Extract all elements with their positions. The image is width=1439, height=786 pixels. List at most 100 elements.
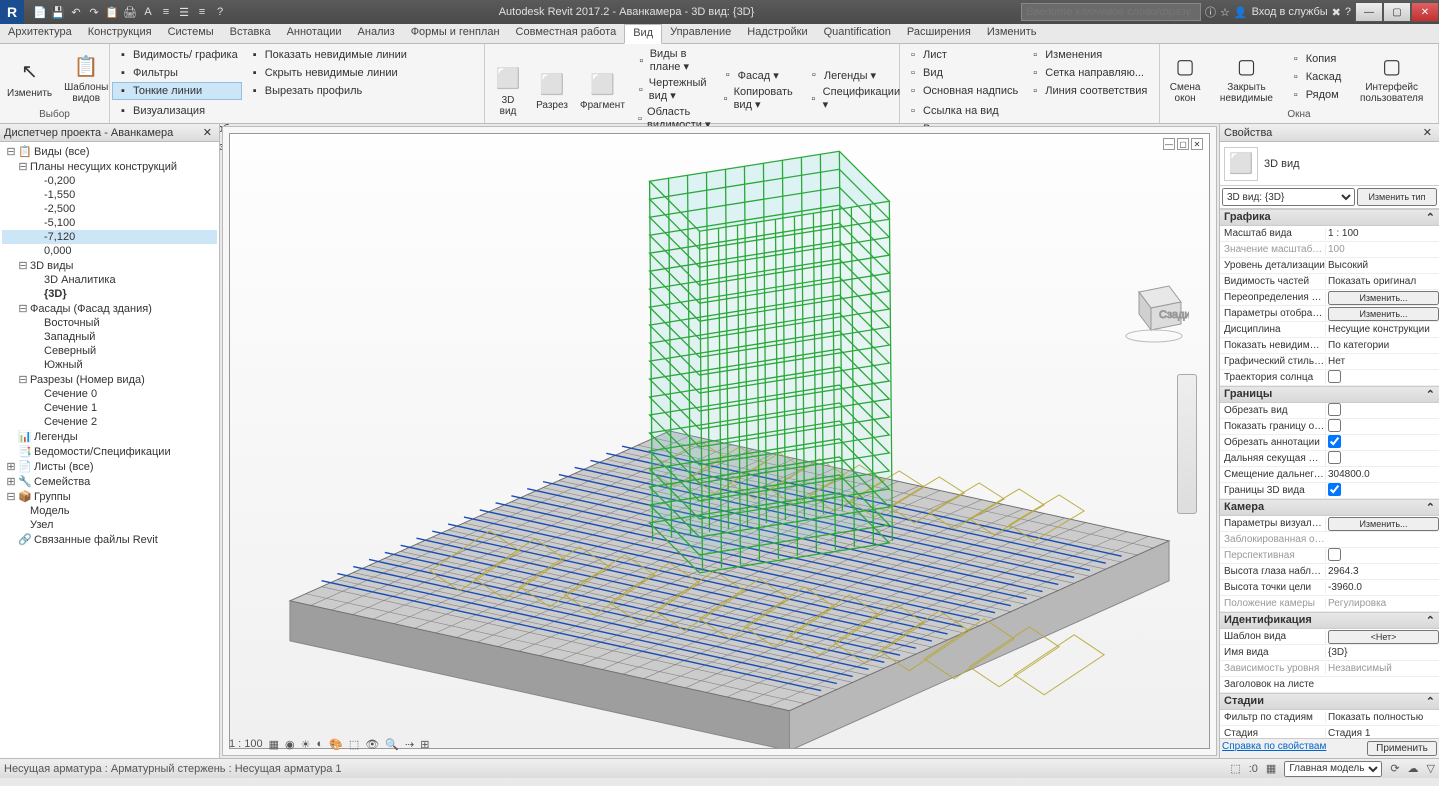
- qat-button[interactable]: ☰: [176, 4, 192, 20]
- ribbon-item[interactable]: ▫Каскад: [1285, 68, 1346, 86]
- edit-type-button[interactable]: Изменить тип: [1357, 188, 1437, 206]
- workset-selector[interactable]: Главная модель: [1284, 761, 1382, 777]
- close-properties-icon[interactable]: ✕: [1420, 126, 1435, 139]
- ribbon-item[interactable]: ▪Фильтры: [112, 64, 242, 82]
- ribbon-tab[interactable]: Анализ: [350, 24, 403, 43]
- qat-button[interactable]: A: [140, 4, 156, 20]
- ribbon-tab[interactable]: Формы и генплан: [403, 24, 508, 43]
- tree-node[interactable]: Сечение 1: [2, 401, 217, 415]
- ribbon-item[interactable]: ▫Спецификации ▾: [803, 84, 905, 113]
- ribbon-tab[interactable]: Совместная работа: [508, 24, 625, 43]
- qat-button[interactable]: 📄: [32, 4, 48, 20]
- ribbon-item[interactable]: ▫Виды в плане ▾: [632, 46, 715, 75]
- render-icon[interactable]: 🎨: [329, 738, 343, 751]
- property-row[interactable]: Фильтр по стадиямПоказать полностью: [1220, 710, 1439, 726]
- tree-node[interactable]: -2,500: [2, 202, 217, 216]
- tree-node[interactable]: Восточный: [2, 316, 217, 330]
- analytical-icon[interactable]: ⊞: [420, 738, 429, 751]
- view-close-icon[interactable]: ✕: [1191, 138, 1203, 150]
- sun-icon[interactable]: ☀: [301, 738, 311, 751]
- ribbon-item[interactable]: ▫Легенды ▾: [803, 66, 905, 84]
- qat-button[interactable]: ?: [212, 4, 228, 20]
- view-min-icon[interactable]: —: [1163, 138, 1175, 150]
- property-row[interactable]: Уровень детализацииВысокий: [1220, 258, 1439, 274]
- tree-node[interactable]: ⊞📄Листы (все): [2, 459, 217, 474]
- hide-icon[interactable]: 👁: [365, 738, 379, 751]
- navigation-bar[interactable]: [1177, 374, 1197, 514]
- ribbon-tab[interactable]: Конструкция: [80, 24, 160, 43]
- constraint-icon[interactable]: ⇢: [405, 738, 414, 751]
- ribbon-big-button[interactable]: ⬜3D вид: [487, 60, 529, 120]
- tree-node[interactable]: Сечение 2: [2, 415, 217, 429]
- tree-node[interactable]: -0,200: [2, 174, 217, 188]
- tree-node[interactable]: Сечение 0: [2, 387, 217, 401]
- property-row[interactable]: Шаблон вида<Нет>: [1220, 629, 1439, 645]
- tree-node[interactable]: Узел: [2, 518, 217, 532]
- property-group[interactable]: Графика⌃: [1220, 209, 1439, 226]
- exchange-icon[interactable]: ✖: [1332, 6, 1341, 19]
- property-row[interactable]: Высота точки цели-3960.0: [1220, 580, 1439, 596]
- status-sync-icon[interactable]: ⟳: [1390, 762, 1399, 775]
- ribbon-item[interactable]: ▫Линия соответствия: [1024, 82, 1151, 100]
- ribbon-big-button[interactable]: ▢Интерфейс пользователя: [1347, 47, 1436, 107]
- user-icon[interactable]: 👤: [1234, 6, 1248, 19]
- ribbon-item[interactable]: ▫Изменения: [1024, 46, 1151, 64]
- property-row[interactable]: Показать невидимые ...По категории: [1220, 338, 1439, 354]
- tree-node[interactable]: {3D}: [2, 287, 217, 301]
- ribbon-big-button[interactable]: ▢Смена окон: [1162, 47, 1208, 107]
- property-row[interactable]: Имя вида{3D}: [1220, 645, 1439, 661]
- property-row[interactable]: Параметры визуали...Изменить...: [1220, 516, 1439, 532]
- viewport[interactable]: Сзади — ▢ ✕ 1 : 100 ▦ ◉ ☀ ◐ 🎨 ⬚ 👁 🔍 ⇢ ⊞: [222, 126, 1217, 756]
- tree-node[interactable]: ⊞🔧Семейства: [2, 474, 217, 489]
- ribbon-tab[interactable]: Вставка: [222, 24, 279, 43]
- ribbon-big-button[interactable]: ▢Закрыть невидимые: [1210, 47, 1282, 107]
- tree-node[interactable]: ⊟Фасады (Фасад здания): [2, 301, 217, 316]
- property-group[interactable]: Стадии⌃: [1220, 693, 1439, 710]
- qat-button[interactable]: ↷: [86, 4, 102, 20]
- ribbon-tab[interactable]: Вид: [624, 24, 662, 44]
- property-row[interactable]: Дальняя секущая Вкл: [1220, 451, 1439, 467]
- status-cloud-icon[interactable]: ☁: [1408, 762, 1419, 775]
- ribbon-item[interactable]: ▪Визуализация: [112, 102, 257, 120]
- tree-node[interactable]: Северный: [2, 344, 217, 358]
- scale-label[interactable]: 1 : 100: [229, 738, 263, 750]
- tree-node[interactable]: Модель: [2, 504, 217, 518]
- ribbon-item[interactable]: ▪Тонкие линии: [112, 82, 242, 100]
- property-row[interactable]: Переопределения ви...Изменить...: [1220, 290, 1439, 306]
- tree-node[interactable]: Южный: [2, 358, 217, 372]
- status-icon[interactable]: ⬚: [1230, 762, 1240, 775]
- tree-node[interactable]: ⊟Разрезы (Номер вида): [2, 372, 217, 387]
- instance-selector[interactable]: 3D вид: {3D}: [1222, 188, 1355, 206]
- ribbon-tab[interactable]: Quantification: [816, 24, 899, 43]
- tree-node[interactable]: -1,550: [2, 188, 217, 202]
- ribbon-item[interactable]: ▪Видимость/ графика: [112, 46, 242, 64]
- tree-node[interactable]: 🔗Связанные файлы Revit: [2, 532, 217, 547]
- tree-node[interactable]: ⊟📋Виды (все): [2, 144, 217, 159]
- qat-button[interactable]: 🖨: [122, 4, 138, 20]
- property-row[interactable]: Графический стиль р...Нет: [1220, 354, 1439, 370]
- tree-node[interactable]: ⊟3D виды: [2, 258, 217, 273]
- property-group[interactable]: Камера⌃: [1220, 499, 1439, 516]
- view-max-icon[interactable]: ▢: [1177, 138, 1189, 150]
- ribbon-item[interactable]: ▫Рядом: [1285, 86, 1346, 104]
- crop-icon[interactable]: ⬚: [349, 738, 359, 751]
- ribbon-item[interactable]: ▫Копия: [1285, 50, 1346, 68]
- qat-button[interactable]: ↶: [68, 4, 84, 20]
- property-row[interactable]: Видимость частейПоказать оригинал: [1220, 274, 1439, 290]
- property-row[interactable]: Обрезать вид: [1220, 403, 1439, 419]
- tree-node[interactable]: 0,000: [2, 244, 217, 258]
- modify-button[interactable]: ↖Изменить: [2, 53, 57, 102]
- ribbon-tab[interactable]: Управление: [662, 24, 739, 43]
- tree-node[interactable]: -5,100: [2, 216, 217, 230]
- info-icon[interactable]: ⓘ: [1205, 4, 1216, 20]
- maximize-button[interactable]: ▢: [1383, 2, 1411, 22]
- status-model-icon[interactable]: ▦: [1266, 762, 1276, 775]
- property-row[interactable]: СтадияСтадия 1: [1220, 726, 1439, 738]
- property-row[interactable]: Показать границу об...: [1220, 419, 1439, 435]
- property-row[interactable]: Траектория солнца: [1220, 370, 1439, 386]
- ribbon-tab[interactable]: Аннотации: [279, 24, 350, 43]
- ribbon-big-button[interactable]: ⬜Разрез: [531, 65, 573, 114]
- property-row[interactable]: ДисциплинаНесущие конструкции: [1220, 322, 1439, 338]
- ribbon-item[interactable]: ▫Фасад ▾: [717, 66, 801, 84]
- reveal-icon[interactable]: 🔍: [385, 738, 399, 751]
